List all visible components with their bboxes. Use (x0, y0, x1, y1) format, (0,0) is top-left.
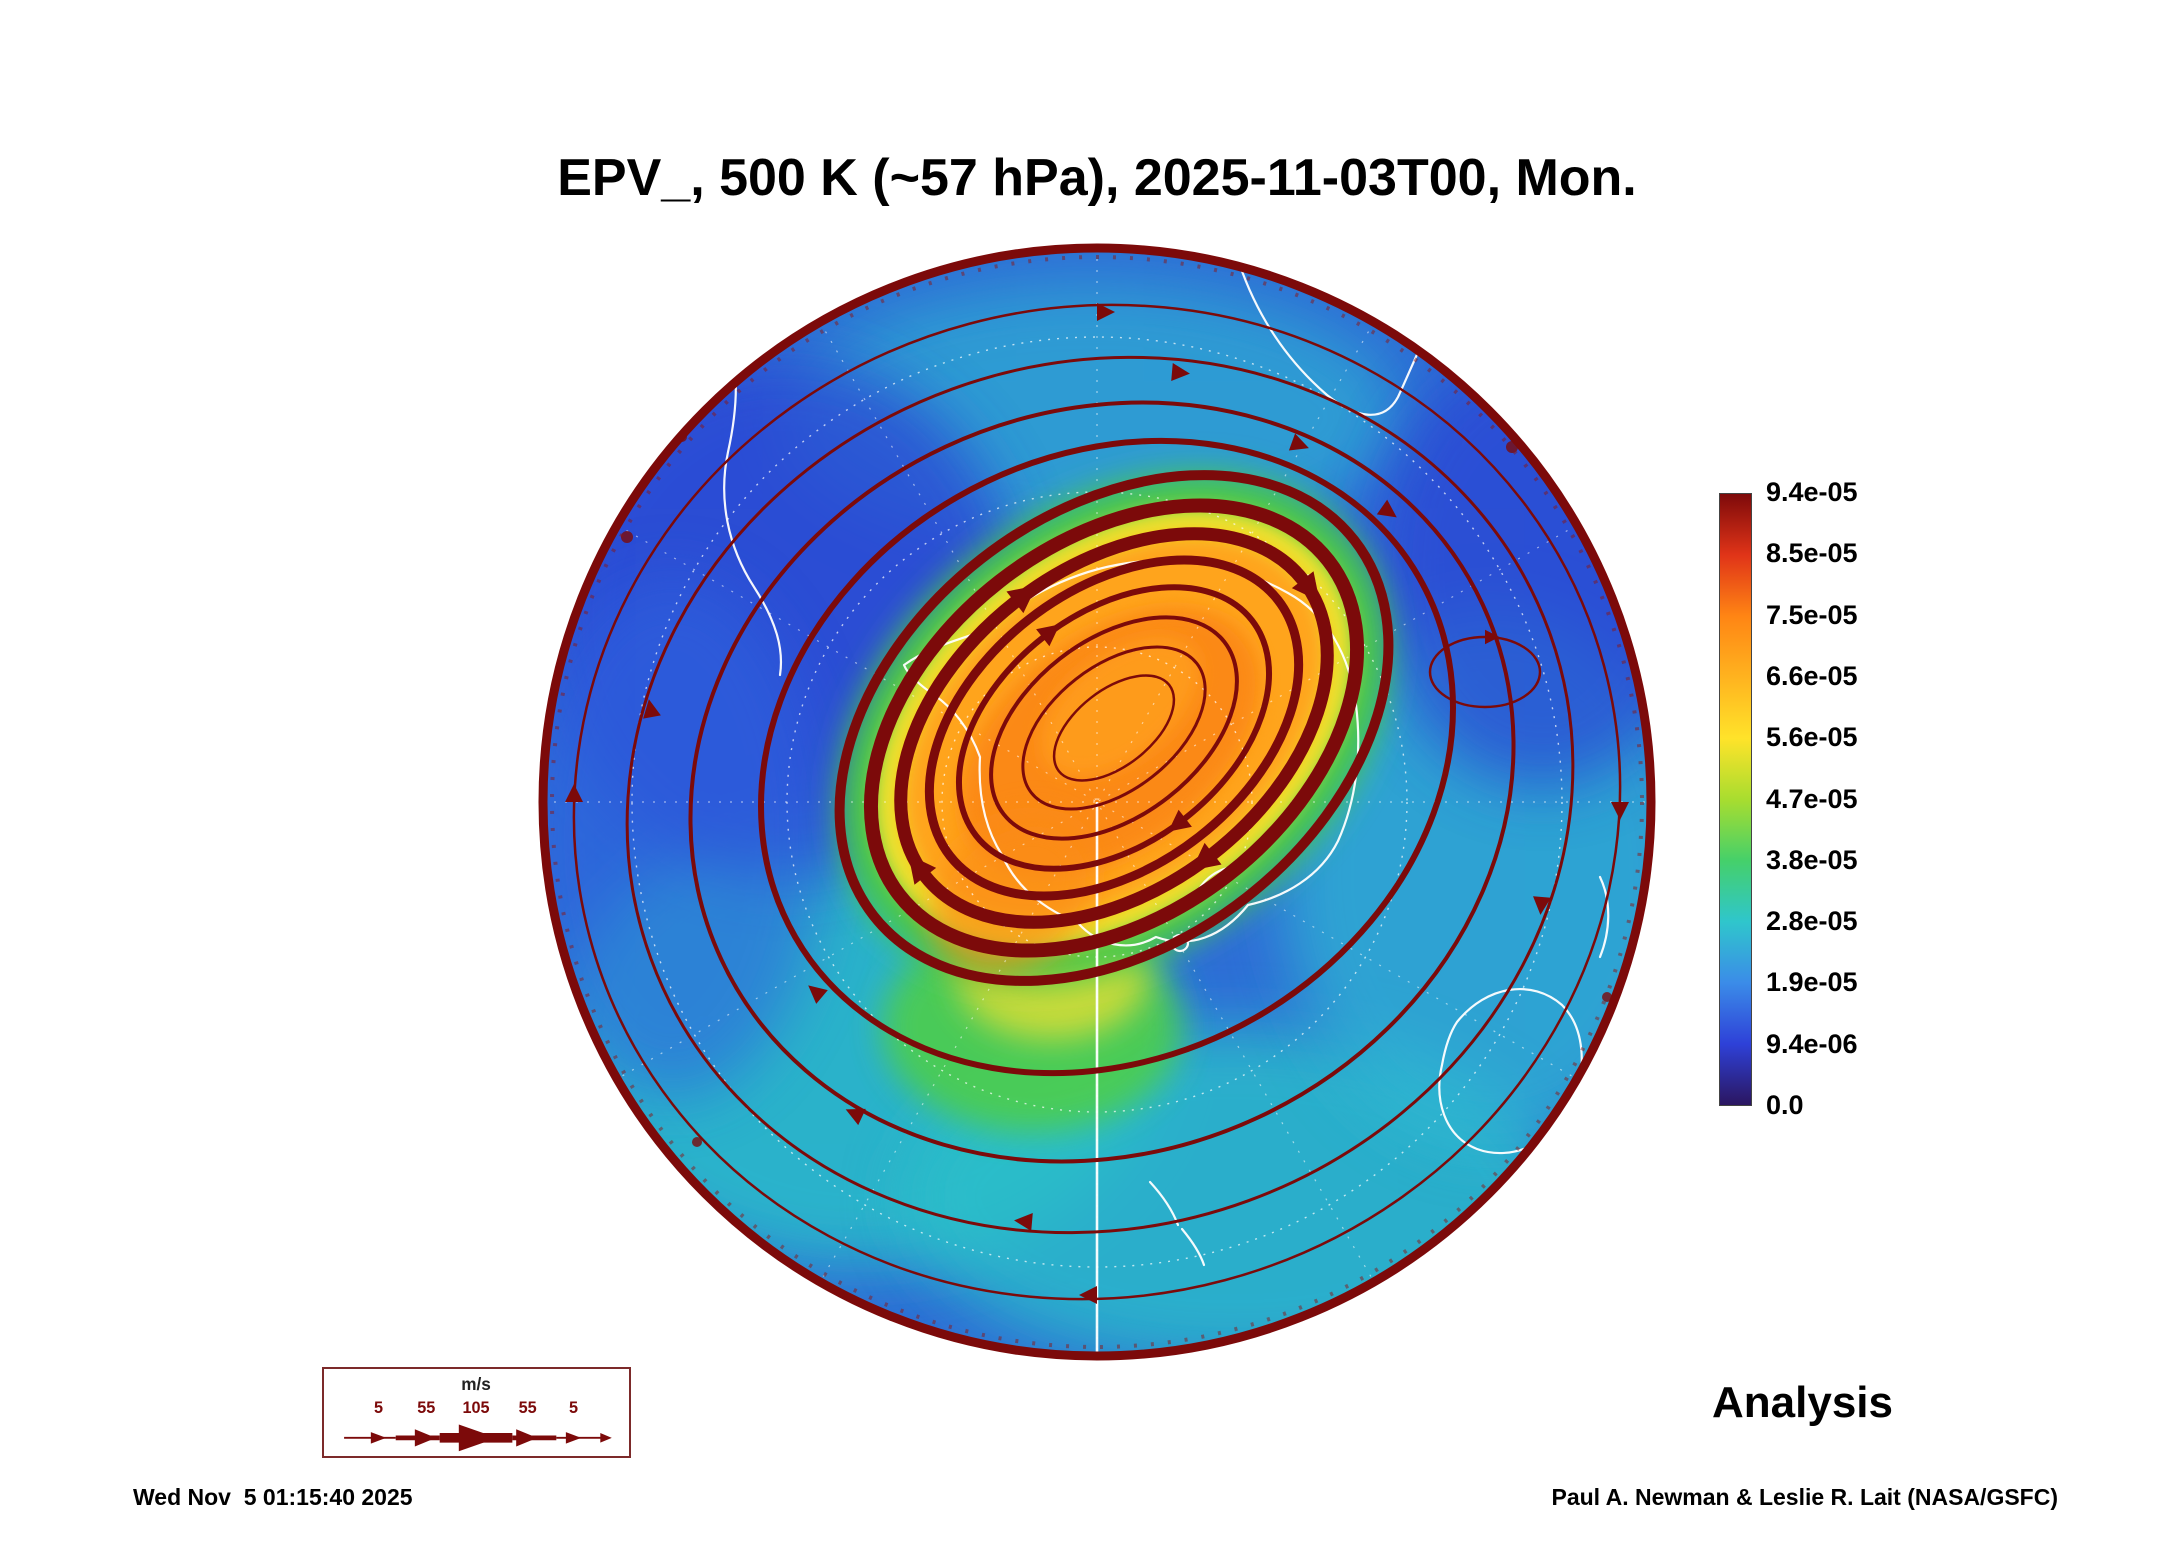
map-rim (538, 243, 1656, 1361)
colorbar-label: 7.5e-05 (1766, 600, 1858, 630)
coastline-antarctica (902, 559, 1360, 947)
colorbar-label: 4.7e-05 (1766, 784, 1858, 814)
colorbar-label: 3.8e-05 (1766, 845, 1858, 875)
graticule (543, 248, 1651, 1356)
plot-title: EPV_, 500 K (~57 hPa), 2025-11-03T00, Mo… (557, 149, 1637, 207)
wind-speed-legend-canvas: m/s 5 55 105 55 5 (344, 1374, 612, 1452)
colorbar-label: 9.4e-06 (1766, 1029, 1858, 1059)
colorbar-label: 9.4e-05 (1766, 477, 1858, 507)
colorbar-labels: 9.4e-05 8.5e-05 7.5e-05 6.6e-05 5.6e-05 … (1766, 477, 1936, 1120)
credit: Paul A. Newman & Leslie R. Lait (NASA/GS… (1551, 1484, 2058, 1510)
colorbar-label: 8.5e-05 (1766, 538, 1858, 568)
colorbar-label: 6.6e-05 (1766, 661, 1858, 691)
colorbar-label: 1.9e-05 (1766, 967, 1858, 997)
polar-map-canvas (538, 243, 1656, 1361)
wind-legend-tick: 5 (569, 1399, 578, 1417)
wind-legend-tick: 5 (374, 1399, 383, 1417)
coastline-east-coast (1598, 875, 1610, 959)
wind-legend-tick: 105 (462, 1399, 489, 1417)
colorbar-label: 5.6e-05 (1766, 722, 1858, 752)
wind-legend-arrowheads (370, 1424, 612, 1452)
wind-legend-tick: 55 (417, 1399, 435, 1417)
polar-map (532, 237, 1662, 1367)
wind-legend-units: m/s (461, 1374, 491, 1394)
analysis-label: Analysis (1712, 1378, 1893, 1427)
streamlines (565, 303, 1629, 1304)
wind-speed-legend: m/s 5 55 105 55 5 (322, 1367, 631, 1458)
timestamp: Wed Nov 5 01:15:40 2025 (133, 1484, 413, 1510)
rim-speckle-ring (550, 255, 1644, 1349)
colorbar-label: 0.0 (1766, 1090, 1804, 1120)
colorbar-gradient (1719, 493, 1752, 1106)
wind-legend-tick: 55 (519, 1399, 537, 1417)
colorbar-label: 2.8e-05 (1766, 906, 1858, 936)
